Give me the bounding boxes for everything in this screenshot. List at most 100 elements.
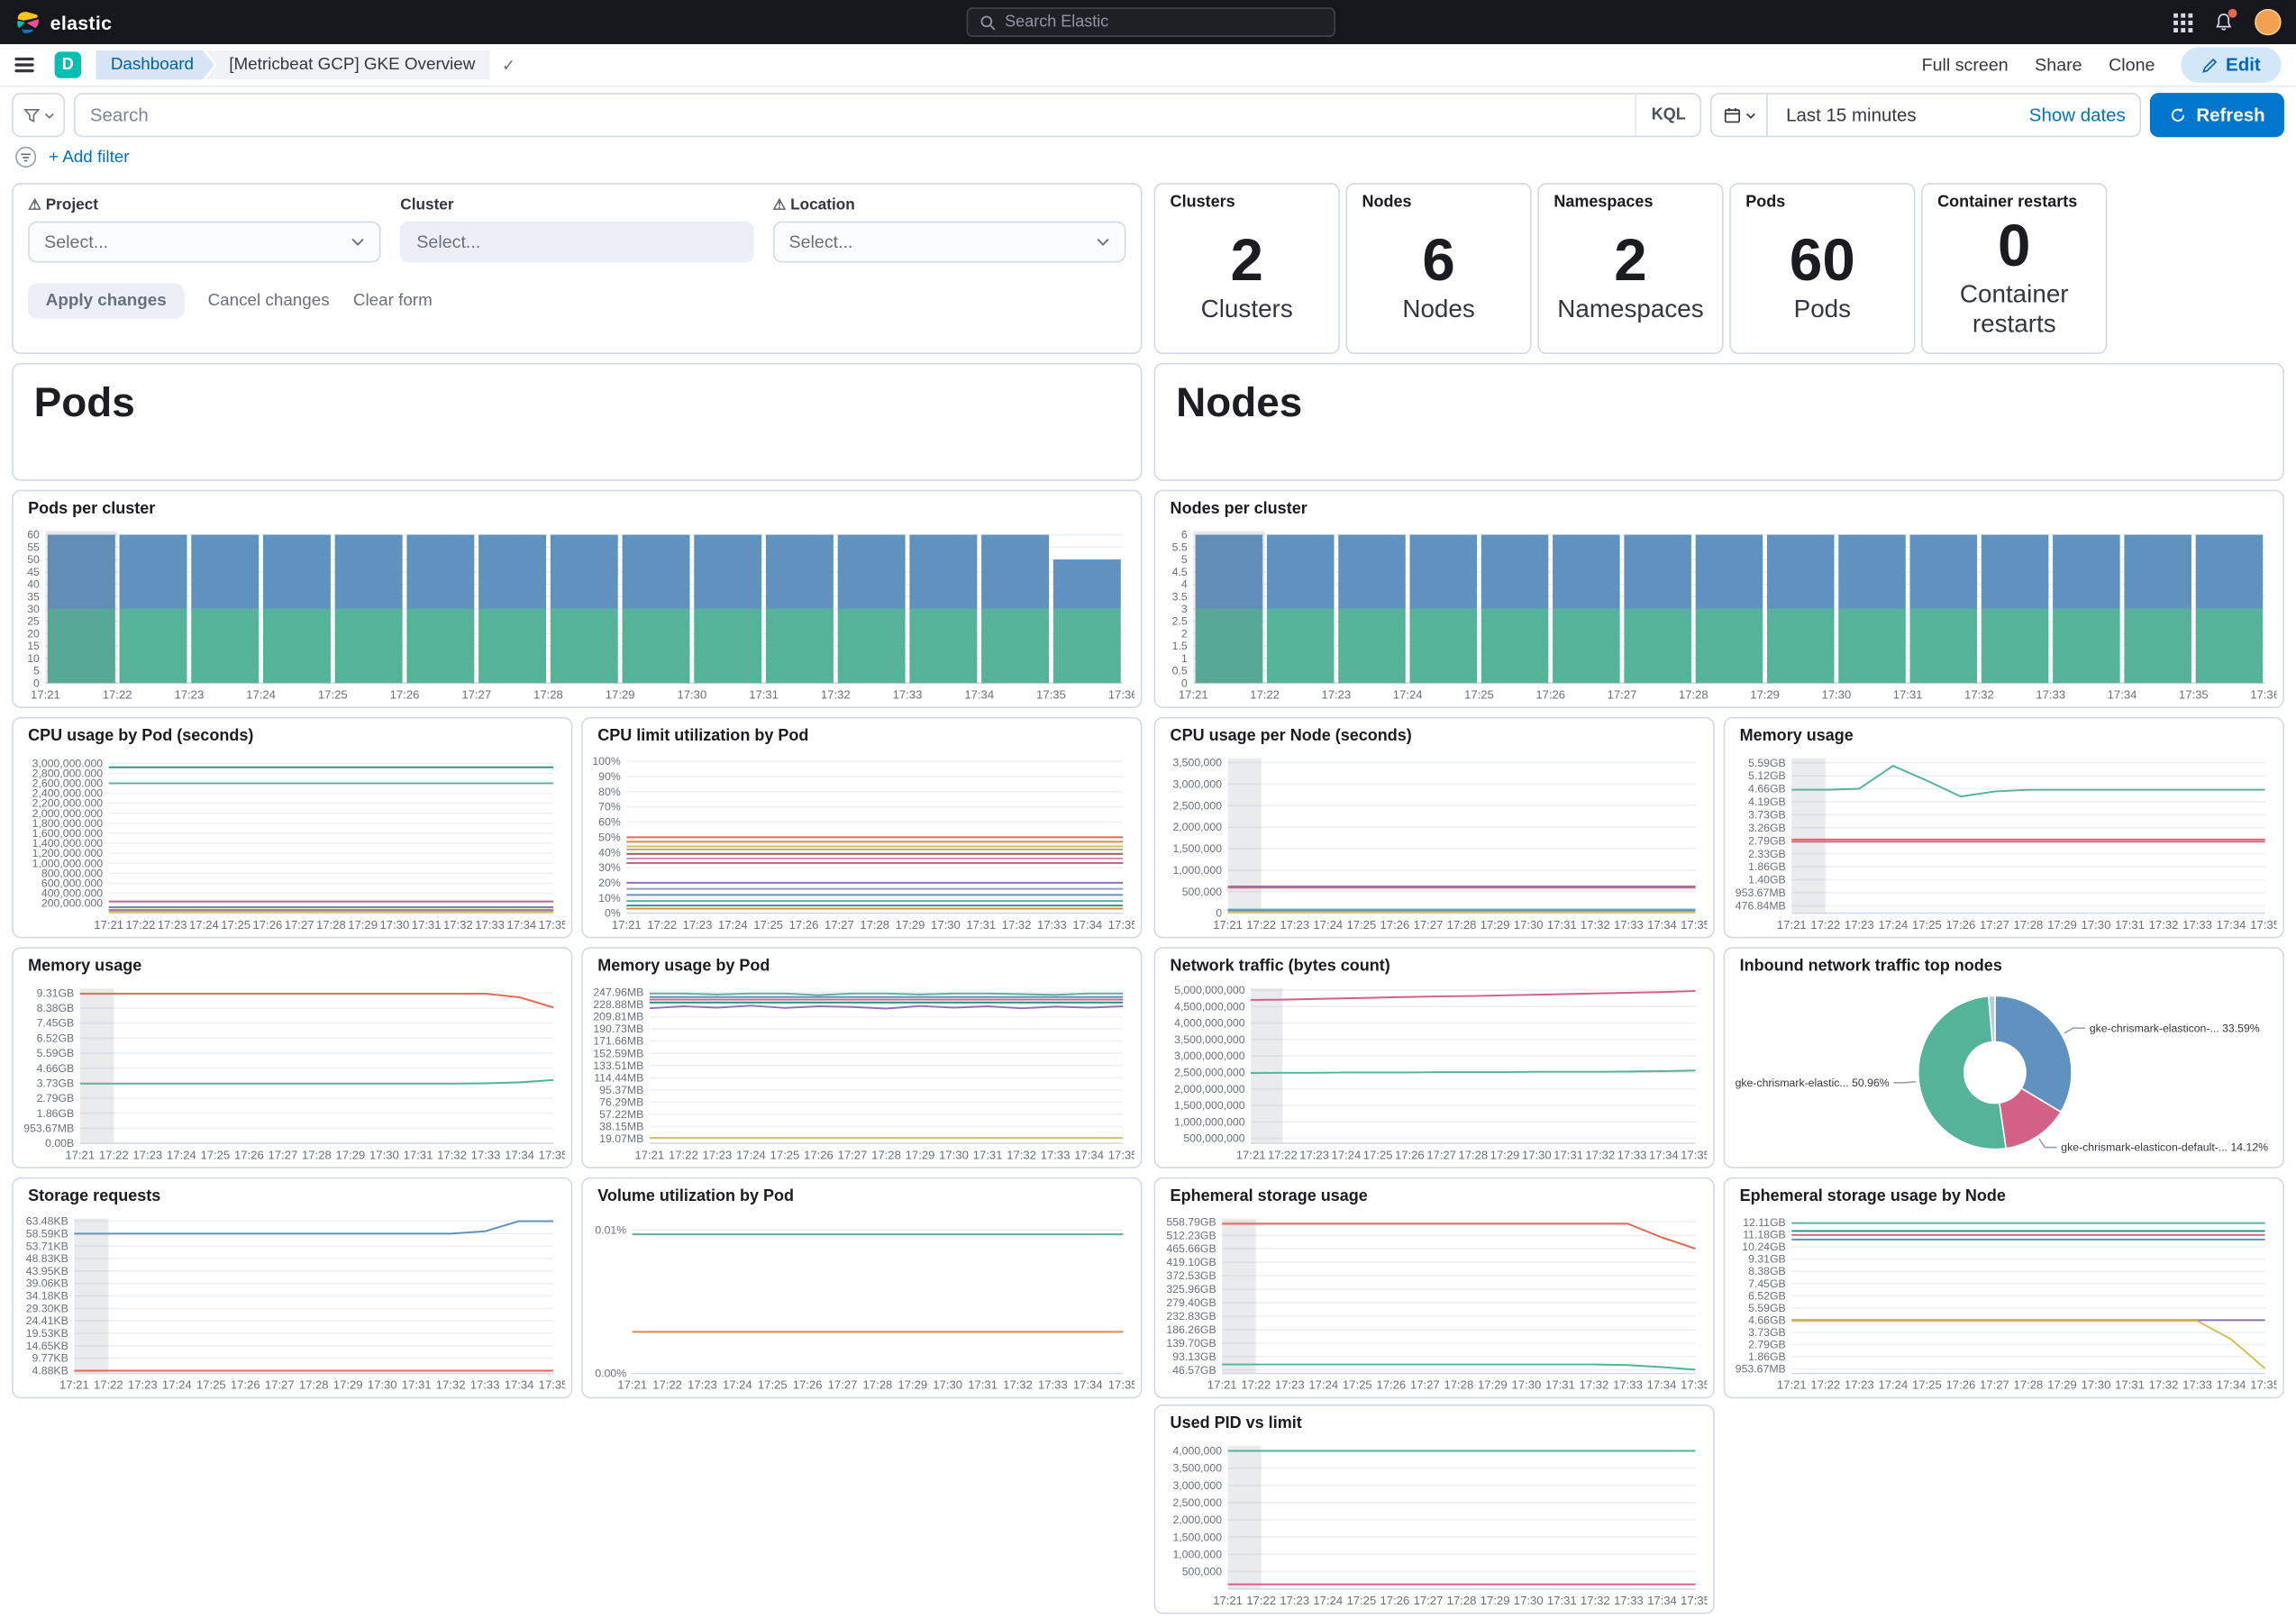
svg-text:17:30: 17:30 xyxy=(379,918,409,932)
svg-text:17:31: 17:31 xyxy=(1553,1148,1583,1161)
svg-text:17:30: 17:30 xyxy=(677,687,706,701)
clone-button[interactable]: Clone xyxy=(2109,54,2155,76)
space-avatar[interactable]: D xyxy=(54,51,82,78)
svg-text:953.67MB: 953.67MB xyxy=(1736,1362,1786,1375)
svg-text:325.96GB: 325.96GB xyxy=(1166,1283,1216,1295)
storage-requests-chart[interactable]: 4.88KB 9.77KB 14.65KB 19.53KB 24.41KB 29.30KB… xyxy=(19,1211,565,1394)
svg-text:17:25: 17:25 xyxy=(1912,918,1942,932)
time-range-value[interactable]: Last 15 minutes xyxy=(1769,95,2015,136)
svg-text:17:35: 17:35 xyxy=(1108,1148,1134,1161)
svg-text:558.79GB: 558.79GB xyxy=(1166,1215,1216,1228)
global-search-input[interactable]: Search Elastic xyxy=(966,7,1335,37)
svg-text:17:33: 17:33 xyxy=(471,1148,501,1161)
svg-text:17:28: 17:28 xyxy=(302,1148,332,1161)
svg-text:17:35: 17:35 xyxy=(1681,1148,1707,1161)
inbound-network-donut-chart[interactable]: gke-chrismark-elasticon-... 33.59% gke-ch… xyxy=(1731,981,2277,1164)
svg-text:17:26: 17:26 xyxy=(1395,1148,1425,1161)
svg-text:17:26: 17:26 xyxy=(231,1378,260,1392)
elastic-logo[interactable]: elastic xyxy=(14,9,112,35)
svg-text:8.38GB: 8.38GB xyxy=(37,1002,75,1014)
nodes-per-cluster-chart[interactable]: 0 0.5 1 1.5 2 2.5 3 3.5 4 4.5 5 5.5 6 17:21 17:22 17:23… xyxy=(1162,523,2277,704)
svg-text:17:28: 17:28 xyxy=(1444,1378,1473,1392)
network-traffic-chart[interactable]: 500,000,000 1,000,000,000 1,500,000,000 2,0… xyxy=(1162,981,1707,1164)
apps-grid-icon[interactable] xyxy=(2173,12,2193,32)
svg-text:17:35: 17:35 xyxy=(1036,687,1066,701)
svg-text:17:23: 17:23 xyxy=(683,918,713,932)
notifications-bell-icon[interactable] xyxy=(2213,8,2237,32)
metric-value: 60 xyxy=(1789,229,1855,295)
svg-text:17:33: 17:33 xyxy=(470,1378,500,1392)
cluster-select[interactable]: Select... xyxy=(400,221,754,263)
svg-text:1.86GB: 1.86GB xyxy=(1748,1350,1786,1363)
clear-form-button[interactable]: Clear form xyxy=(352,292,433,310)
filters-menu-icon[interactable] xyxy=(14,146,37,168)
svg-text:17:25: 17:25 xyxy=(758,1378,788,1392)
svg-text:3,500,000: 3,500,000 xyxy=(1172,1462,1222,1475)
svg-text:1,500,000: 1,500,000 xyxy=(1172,842,1222,855)
memory-usage-node-chart[interactable]: 476.84MB 953.67MB 1.40GB 1.86GB 2.33GB 2.79GB… xyxy=(1731,751,2277,934)
metric-label: Container restarts xyxy=(1959,280,2069,338)
svg-text:3.26GB: 3.26GB xyxy=(1748,822,1786,834)
project-select[interactable]: Select... xyxy=(28,221,382,263)
ephemeral-storage-by-node-chart[interactable]: 953.67MB 1.86GB 2.79GB 3.73GB 4.66GB 5.59GB 6.… xyxy=(1731,1211,2277,1394)
svg-text:3,000,000: 3,000,000 xyxy=(1172,777,1222,790)
apply-changes-button[interactable]: Apply changes xyxy=(28,283,185,319)
breadcrumb-dashboard[interactable]: Dashboard xyxy=(96,50,214,80)
svg-text:17:30: 17:30 xyxy=(2082,1378,2111,1392)
edit-button[interactable]: Edit xyxy=(2181,47,2282,83)
svg-text:4.88KB: 4.88KB xyxy=(32,1365,68,1377)
refresh-button[interactable]: Refresh xyxy=(2150,93,2284,138)
query-input[interactable]: Search KQL xyxy=(73,93,1702,138)
ephemeral-storage-usage-chart[interactable]: 46.57GB 93.13GB 139.70GB 186.26GB 232.83GB 27… xyxy=(1162,1211,1707,1394)
panel-title: Ephemeral storage usage xyxy=(1170,1187,1368,1205)
cpu-usage-by-pod-chart[interactable]: 200,000.000 400,000.000 600,000.000 800,000… xyxy=(19,751,565,934)
panel-cpu-limit-by-pod: CPU limit utilization by Pod 0% 10% 20% 30%… xyxy=(581,716,1143,939)
pods-per-cluster-chart[interactable]: 0 5 10 15 20 25 30 35 40 45 50 55 60 17:21 17:22 17:23 1… xyxy=(19,523,1134,704)
svg-text:17:34: 17:34 xyxy=(1072,918,1102,932)
saved-query-menu-button[interactable] xyxy=(12,93,66,138)
full-screen-button[interactable]: Full screen xyxy=(1921,54,2009,76)
svg-text:3.73GB: 3.73GB xyxy=(37,1077,75,1089)
memory-usage-total-chart[interactable]: 0.00B 953.67MB 1.86GB 2.79GB 3.73GB 4.66GB 5.5… xyxy=(19,981,565,1164)
svg-text:8.38GB: 8.38GB xyxy=(1748,1265,1786,1277)
svg-text:4,500,000,000: 4,500,000,000 xyxy=(1174,1000,1245,1013)
memory-usage-by-pod-chart[interactable]: 19.07MB 38.15MB 57.22MB 76.29MB 95.37MB 114.4… xyxy=(588,981,1134,1164)
svg-text:19.07MB: 19.07MB xyxy=(599,1132,643,1145)
cpu-usage-per-node-chart[interactable]: 0 500,000 1,000,000 1,500,000 2,000,000 2,500… xyxy=(1162,751,1707,934)
query-language-button[interactable]: KQL xyxy=(1635,94,1700,136)
svg-text:17:22: 17:22 xyxy=(1241,1378,1271,1392)
svg-text:17:32: 17:32 xyxy=(1002,918,1032,932)
cpu-limit-by-pod-chart[interactable]: 0% 10% 20% 30% 40% 50% 60% 70% 80% 90% 100% 17:21 17… xyxy=(588,751,1134,934)
svg-text:171.66MB: 171.66MB xyxy=(593,1035,643,1048)
used-pid-vs-limit-chart[interactable]: 500,000 1,000,000 1,500,000 2,000,000 2,500,… xyxy=(1162,1439,1707,1610)
svg-text:17:25: 17:25 xyxy=(1464,687,1494,701)
svg-text:17:21: 17:21 xyxy=(617,1378,647,1392)
cancel-changes-button[interactable]: Cancel changes xyxy=(207,292,330,310)
svg-text:17:28: 17:28 xyxy=(860,918,889,932)
metric-panel-container-restarts: Container restarts 0 Container restarts xyxy=(1921,183,2108,355)
date-quick-select-button[interactable] xyxy=(1712,94,1769,136)
svg-text:17:27: 17:27 xyxy=(1980,918,2009,932)
user-avatar[interactable] xyxy=(2255,8,2282,36)
menu-icon[interactable] xyxy=(14,58,34,73)
panel-title: Network traffic (bytes count) xyxy=(1170,957,1390,976)
svg-text:17:29: 17:29 xyxy=(336,1148,366,1161)
svg-text:53.71KB: 53.71KB xyxy=(26,1240,68,1252)
breadcrumb-current-dashboard[interactable]: [Metricbeat GCP] GKE Overview xyxy=(205,50,490,80)
svg-text:20: 20 xyxy=(27,627,40,640)
add-filter-button[interactable]: + Add filter xyxy=(49,148,130,167)
volume-utilization-chart[interactable]: 0.00% 0.01% 17:21 17:22 17:23 17:24 17:25 17:26… xyxy=(588,1211,1134,1394)
show-dates-button[interactable]: Show dates xyxy=(2028,105,2126,126)
share-button[interactable]: Share xyxy=(2035,54,2082,76)
svg-text:17:34: 17:34 xyxy=(1647,1378,1677,1392)
location-select[interactable]: Select... xyxy=(772,221,1126,263)
edit-button-label: Edit xyxy=(2226,54,2261,76)
svg-text:17:24: 17:24 xyxy=(736,1148,766,1161)
svg-text:17:28: 17:28 xyxy=(1679,687,1708,701)
svg-text:17:30: 17:30 xyxy=(369,1148,399,1161)
svg-text:17:34: 17:34 xyxy=(2217,918,2246,932)
svg-text:11.18GB: 11.18GB xyxy=(1743,1229,1786,1241)
svg-text:17:31: 17:31 xyxy=(966,918,996,932)
svg-text:17:28: 17:28 xyxy=(2014,1378,2044,1392)
svg-text:17:31: 17:31 xyxy=(1545,1378,1575,1392)
